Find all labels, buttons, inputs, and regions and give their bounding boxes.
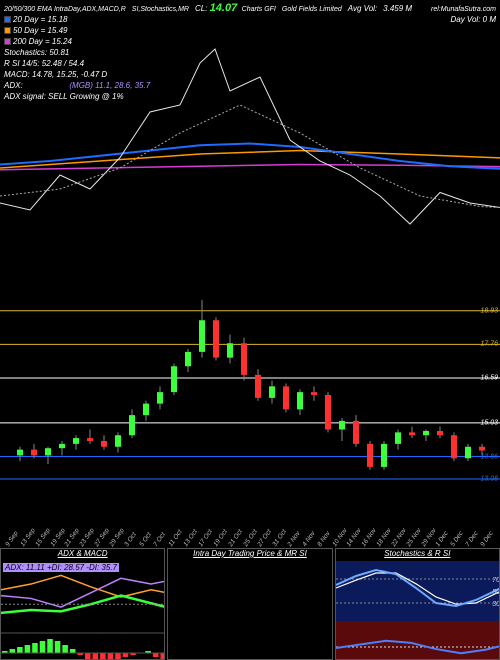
- date-tick: 19 Oct: [212, 528, 229, 548]
- date-tick: 21 Oct: [227, 528, 244, 548]
- intraday-title: Intra Day Trading Price & MR SI: [168, 549, 331, 558]
- day-vol-label: Day Vol:: [450, 15, 480, 24]
- svg-text:70: 70: [492, 577, 500, 584]
- adx-label: ADX:: [4, 81, 23, 90]
- hdr-company: Gold Fields Limited: [282, 6, 342, 13]
- date-tick: 7 Dec: [464, 530, 479, 548]
- date-tick: 11 Oct: [168, 529, 184, 548]
- price-level-label: 17.76: [480, 341, 498, 348]
- hdr-charts: Charts GFI: [242, 6, 276, 13]
- adx-value: (MGB) 11.1, 28.6, 35.7: [69, 81, 150, 90]
- day-vol-value: 0 M: [483, 15, 496, 24]
- stoch-chart: 70 50 30: [336, 549, 500, 660]
- hdr-stoch: SI,Stochastics,MR: [132, 6, 189, 13]
- day-vol: Day Vol: 0 M: [450, 14, 496, 25]
- candle-panel: 18.93 17.76 16.59 15.03 13.86 13.08: [0, 280, 500, 510]
- svg-text:50: 50: [492, 589, 500, 596]
- date-tick: 9 Dec: [479, 530, 494, 548]
- date-tick: 5 Dec: [450, 530, 465, 548]
- date-tick: 7 Oct: [153, 531, 168, 548]
- header-top-row: 20/50/300 EMA IntraDay,ADX,MACD,R SI,Sto…: [4, 2, 496, 14]
- ema200-label: 200 Day = 15.24: [13, 37, 72, 46]
- adx-macd-panel: ADX & MACD ADX: 11.11 +DI: 28.57 -DI: 35…: [0, 548, 165, 660]
- price-level-label: 15.03: [480, 419, 498, 426]
- date-tick: 3 Oct: [123, 531, 138, 548]
- chart-header: 20/50/300 EMA IntraDay,ADX,MACD,R SI,Sto…: [0, 0, 500, 104]
- adx-title: ADX & MACD: [1, 549, 164, 558]
- date-tick: 25 Oct: [242, 528, 259, 548]
- date-tick: 2 Nov: [286, 530, 301, 548]
- adx-row: ADX: (MGB) 11.1, 28.6, 35.7: [4, 80, 496, 91]
- hdr-source: rel:MunafaSutra.com: [431, 6, 496, 13]
- stoch-text: Stochastics: 50.81: [4, 47, 496, 58]
- candle-chart: [0, 280, 500, 510]
- ema200-swatch: [4, 38, 11, 45]
- date-tick: 13 Oct: [182, 528, 199, 548]
- adx-signal: ADX signal: SELL Growing @ 1%: [4, 91, 496, 102]
- date-tick: 9 Sep: [4, 530, 19, 548]
- date-axis: 9 Sep13 Sep15 Sep19 Sep21 Sep23 Sep27 Se…: [0, 510, 500, 548]
- date-tick: 8 Nov: [316, 530, 331, 548]
- cl-label: CL:: [195, 4, 207, 13]
- date-tick: 13 Sep: [19, 527, 37, 548]
- hdr-title-a: CL: 14.07 Charts GFI: [195, 2, 276, 14]
- avg-vol-label: Avg Vol:: [348, 4, 377, 13]
- stoch-rsi-panel: Stochastics & R SI 70 50 30: [335, 548, 500, 660]
- bottom-panels: ADX & MACD ADX: 11.11 +DI: 28.57 -DI: 35…: [0, 548, 500, 660]
- ema200-line: 200 Day = 15.24: [4, 36, 496, 47]
- stoch-title: Stochastics & R SI: [336, 549, 499, 558]
- ema50-swatch: [4, 27, 11, 34]
- cl-value: 14.07: [210, 2, 238, 14]
- price-level-label: 13.08: [480, 475, 498, 482]
- price-level-label: 16.59: [480, 375, 498, 382]
- date-tick: 31 Oct: [271, 528, 288, 548]
- rsi-text: R SI 14/5: 52.48 / 54.4: [4, 58, 496, 69]
- hdr-ema: 20/50/300 EMA IntraDay,ADX,MACD,R: [4, 6, 126, 13]
- date-tick: 1 Dec: [435, 530, 450, 548]
- ema20-label: 20 Day = 15.18: [13, 15, 67, 24]
- date-tick: 4 Nov: [301, 530, 316, 548]
- price-level-label: 18.93: [480, 307, 498, 314]
- date-tick: 27 Oct: [257, 528, 274, 548]
- ema50-line: 50 Day = 15.49: [4, 25, 496, 36]
- avg-vol-value: 3.459 M: [383, 4, 412, 13]
- macd-text: MACD: 14.78, 15.25, -0.47 D: [4, 69, 496, 80]
- ema50-label: 50 Day = 15.49: [13, 26, 67, 35]
- date-tick: 17 Oct: [197, 528, 214, 548]
- intraday-panel: Intra Day Trading Price & MR SI: [167, 548, 332, 660]
- ema20-line: 20 Day = 15.18 Day Vol: 0 M: [4, 14, 496, 25]
- date-tick: 5 Oct: [138, 531, 153, 548]
- adx-metric: ADX: 11.11 +DI: 28.57 -DI: 35.7: [3, 563, 119, 572]
- price-level-label: 13.86: [480, 453, 498, 460]
- ema20-swatch: [4, 16, 11, 23]
- svg-text:30: 30: [492, 601, 500, 608]
